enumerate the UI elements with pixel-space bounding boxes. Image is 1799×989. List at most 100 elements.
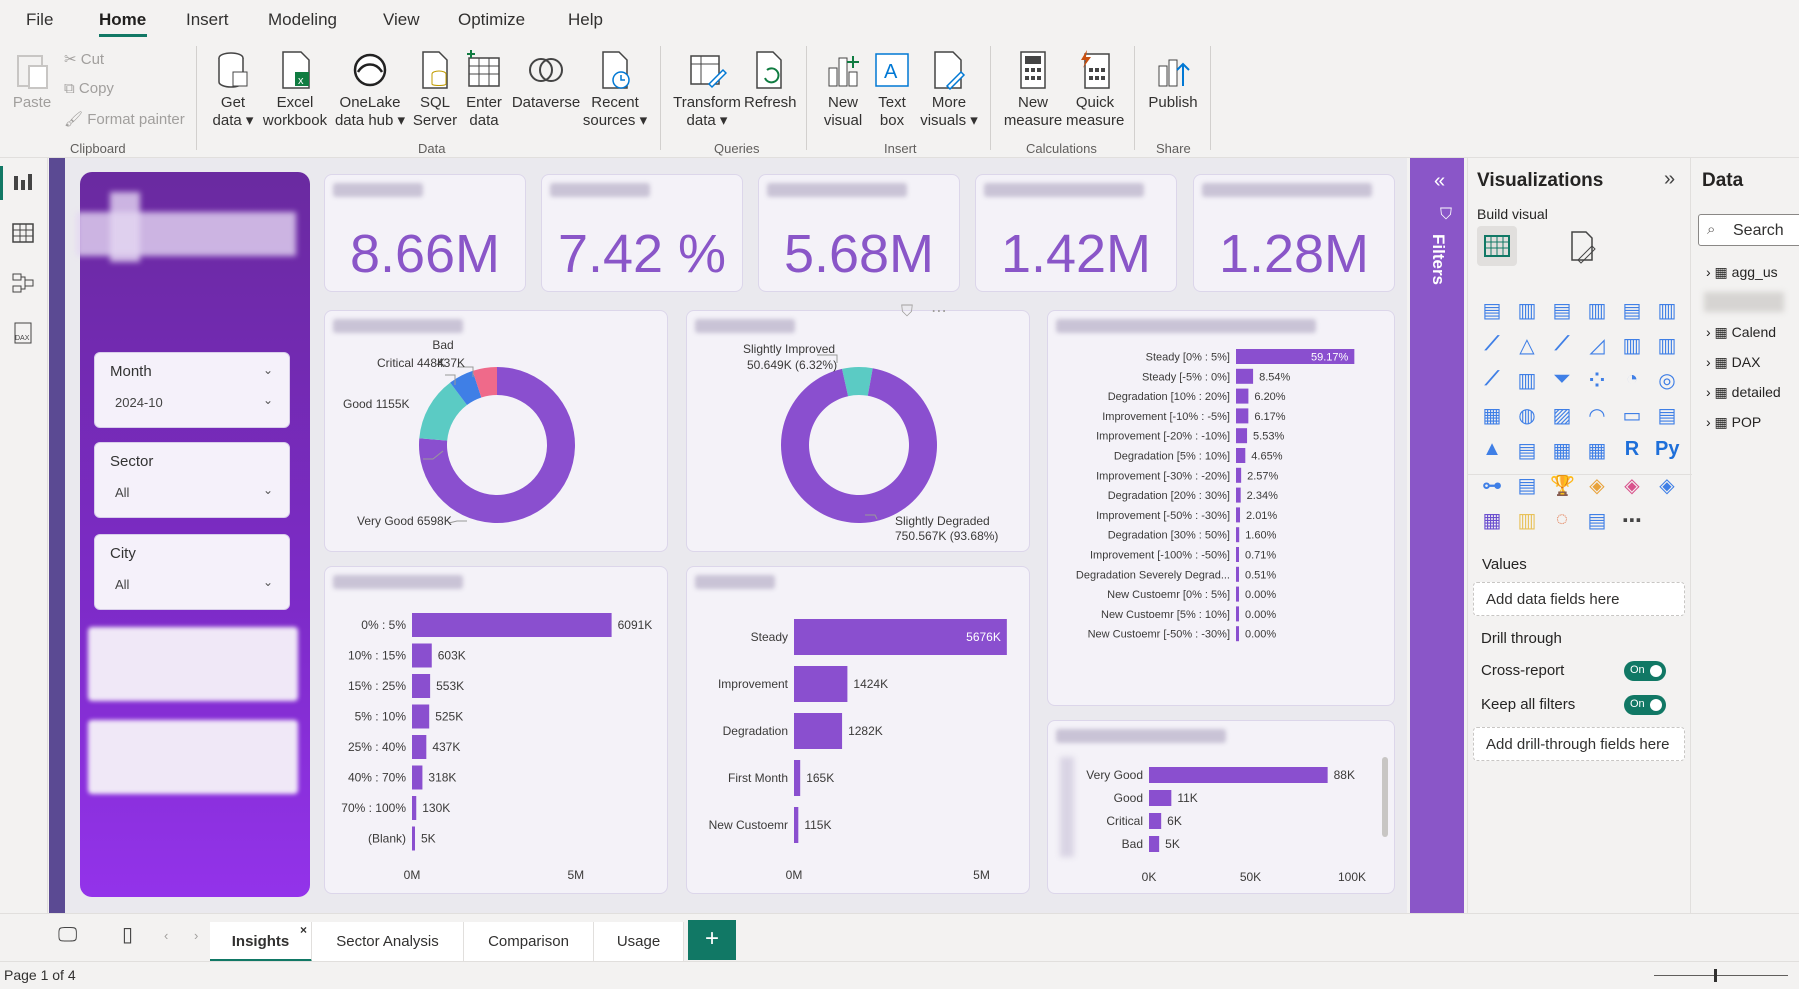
visual-type-icon[interactable]: ⟋ <box>1485 333 1499 355</box>
visual-type-icon[interactable]: ▦ <box>1587 440 1607 462</box>
visual-type-icon[interactable]: ◿ <box>1589 335 1605 357</box>
visual-type-icon[interactable]: ⟋ <box>1485 368 1499 390</box>
dropdown-chevron-icon[interactable]: ⌄ <box>262 483 273 497</box>
visual-type-icon[interactable]: ▥ <box>1657 300 1677 322</box>
scrollbar[interactable] <box>1382 757 1388 837</box>
visual-type-icon[interactable]: ◍ <box>1518 405 1536 427</box>
bar[interactable] <box>1236 547 1239 562</box>
month-slicer-value[interactable]: 2024-10 <box>115 395 163 410</box>
recent-sources-button[interactable]: Recent sources ▾ <box>580 50 650 130</box>
get-data-button[interactable]: Get data ▾ <box>208 50 258 130</box>
visual-type-icon[interactable]: ▤ <box>1622 300 1642 322</box>
bar[interactable] <box>1236 408 1249 424</box>
visual-type-icon[interactable]: ◔ <box>1625 368 1639 390</box>
kpi-card[interactable]: 8.66M <box>324 174 526 292</box>
add-data-fields-well[interactable]: Add data fields here <box>1473 582 1685 616</box>
desktop-layout-icon[interactable]: 🖵 <box>58 924 78 946</box>
bar[interactable] <box>794 666 848 702</box>
bar[interactable] <box>1149 767 1328 783</box>
visual-type-icon[interactable]: ▤ <box>1552 300 1572 322</box>
dataverse-button[interactable]: Dataverse <box>508 50 584 112</box>
table-item[interactable]: › ▦ detailed <box>1706 384 1781 400</box>
bar[interactable] <box>412 674 431 698</box>
kpi-card[interactable]: 1.28M <box>1193 174 1395 292</box>
visual-type-icon[interactable]: ▲ <box>1482 438 1502 460</box>
bar[interactable] <box>794 619 1007 655</box>
bar[interactable] <box>1236 626 1239 642</box>
scroll-right-icon[interactable]: › <box>194 928 199 943</box>
visual-type-icon[interactable]: 🏆 <box>1550 475 1575 497</box>
kpi-card[interactable]: 5.68M <box>758 174 960 292</box>
dropdown-chevron-icon[interactable]: ⌄ <box>262 575 273 589</box>
table-item[interactable]: › ▦ DAX <box>1706 354 1761 370</box>
new-measure-button[interactable]: New measure <box>1000 50 1066 130</box>
blurred-table-item[interactable] <box>1704 292 1784 312</box>
bar-chart-category[interactable]: Very Good 88K Good 11K Critical 6K Bad 5K 0K 50K 1… <box>1047 720 1395 894</box>
enter-data-button[interactable]: Enter data <box>462 50 506 130</box>
transform-data-button[interactable]: Transform data ▾ <box>670 50 744 130</box>
donut-chart-category[interactable]: Bad Critical 448K 437K Good 1155K Very G… <box>324 310 668 552</box>
menu-view[interactable]: View <box>383 10 420 29</box>
build-visual-tab[interactable] <box>1477 226 1517 266</box>
visual-type-icon[interactable]: Py <box>1655 438 1680 460</box>
collapse-chevron-icon[interactable]: ⌄ <box>262 363 273 377</box>
visual-type-icon[interactable]: ▥ <box>1657 335 1677 357</box>
bar[interactable] <box>412 613 612 637</box>
bar[interactable] <box>1236 527 1240 543</box>
table-view-icon[interactable] <box>10 220 36 246</box>
tab-usage[interactable]: Usage <box>594 922 684 962</box>
donut-slice[interactable] <box>419 367 575 523</box>
visual-type-icon[interactable]: ▥ <box>1517 300 1537 322</box>
bar[interactable] <box>1236 428 1248 444</box>
city-slicer[interactable]: City All ⌄ <box>94 534 290 610</box>
table-item[interactable]: › ▦ Calend <box>1706 324 1777 340</box>
data-search-input[interactable]: ⌕ Search <box>1698 214 1799 246</box>
month-slicer[interactable]: Month ⌄ 2024-10 ⌄ <box>94 352 290 428</box>
bar[interactable] <box>1149 813 1162 829</box>
bar[interactable] <box>412 796 417 820</box>
visual-type-icon[interactable]: ⊶ <box>1482 475 1502 497</box>
visual-type-icon[interactable]: ▤ <box>1482 300 1502 322</box>
format-painter-button[interactable]: 🖌 Format painter <box>64 110 185 128</box>
menu-file[interactable]: File <box>26 10 54 29</box>
visual-type-icon[interactable]: ◈ <box>1624 475 1640 497</box>
menu-home[interactable]: Home <box>99 10 147 29</box>
mobile-layout-icon[interactable]: ▯ <box>122 924 134 946</box>
visual-type-icon[interactable]: ▭ <box>1622 405 1642 427</box>
zoom-slider-thumb[interactable] <box>1714 969 1717 982</box>
bar[interactable] <box>412 826 415 851</box>
bar[interactable] <box>1236 467 1242 483</box>
menu-modeling[interactable]: Modeling <box>268 10 337 29</box>
table-item[interactable]: › ▦ agg_us <box>1706 264 1778 280</box>
visual-type-icon[interactable]: R <box>1624 438 1640 460</box>
visual-type-icon[interactable]: ◌ <box>1556 508 1568 530</box>
copy-button[interactable]: ⧉ Copy <box>64 80 114 97</box>
publish-button[interactable]: Publish <box>1144 50 1202 112</box>
visual-type-icon[interactable]: ▦ <box>1482 510 1502 532</box>
refresh-button[interactable]: Refresh <box>744 50 797 112</box>
slicer-blurred[interactable] <box>88 720 298 794</box>
bar[interactable] <box>1236 507 1241 523</box>
bar[interactable] <box>1149 790 1172 806</box>
tab-comparison[interactable]: Comparison <box>464 922 594 962</box>
menu-insert[interactable]: Insert <box>186 10 229 29</box>
city-slicer-value[interactable]: All <box>115 577 130 592</box>
donut-slice[interactable] <box>781 368 937 523</box>
text-box-button[interactable]: A Text box <box>870 50 914 130</box>
dropdown-chevron-icon[interactable]: ⌄ <box>262 393 273 407</box>
bar[interactable] <box>1236 606 1239 622</box>
slicer-blurred[interactable] <box>88 627 298 701</box>
visual-type-icon[interactable]: ▥ <box>1517 370 1537 392</box>
visual-type-icon[interactable]: ▤ <box>1517 475 1537 497</box>
tab-sector-analysis[interactable]: Sector Analysis <box>312 922 464 962</box>
bar-chart-range[interactable]: 0% : 5% 6091K 10% : 15% 603K 15% : 25% 553K 5%… <box>324 566 668 894</box>
visual-type-icon[interactable]: ⁘ <box>1588 370 1606 392</box>
bar[interactable] <box>1236 586 1239 602</box>
dax-query-view-icon[interactable]: DAX <box>10 320 36 346</box>
excel-workbook-button[interactable]: x Excel workbook <box>260 50 330 130</box>
bar[interactable] <box>1236 566 1239 582</box>
visual-type-icon[interactable]: △ <box>1519 335 1535 357</box>
sql-server-button[interactable]: SQL Server <box>410 50 460 130</box>
filter-icon[interactable]: ⛉ <box>901 303 914 320</box>
kpi-card[interactable]: 1.42M <box>975 174 1177 292</box>
